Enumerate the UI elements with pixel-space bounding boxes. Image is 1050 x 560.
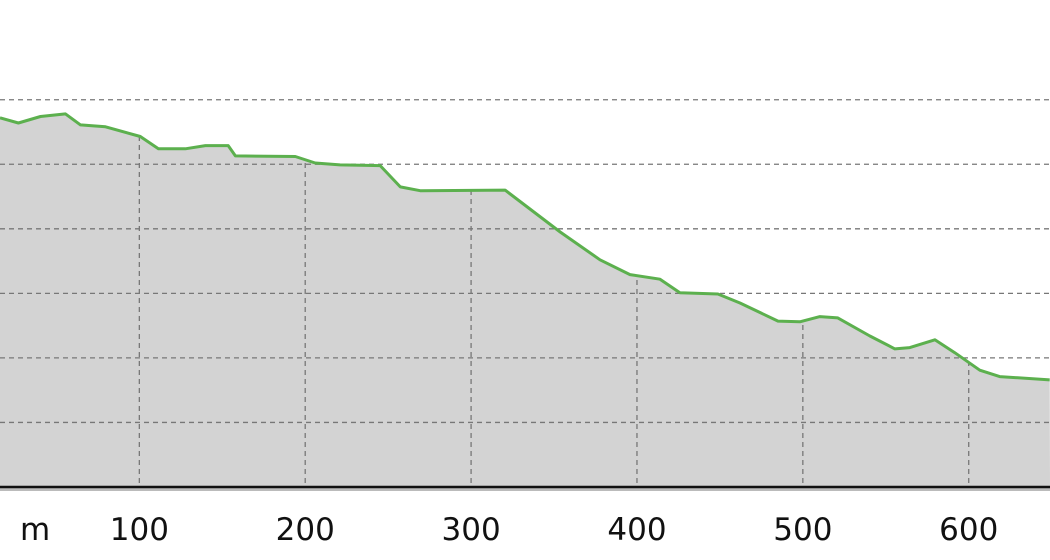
x-tick-label: 300 [442, 512, 501, 548]
x-tick-label: 100 [110, 512, 169, 548]
elevation-area-fill [0, 113, 1050, 488]
horizontal-gridlines [0, 99, 1050, 424]
x-axis-ticks: 100 200 300 400 500 600 [110, 512, 999, 548]
x-tick-label: 600 [939, 512, 998, 548]
elevation-line [0, 112, 1050, 382]
x-tick-label: 500 [773, 512, 832, 548]
x-tick-label: 200 [276, 512, 335, 548]
x-unit-label: m [20, 512, 50, 548]
x-tick-label: 400 [607, 512, 666, 548]
axis-shadow [0, 487, 1050, 491]
